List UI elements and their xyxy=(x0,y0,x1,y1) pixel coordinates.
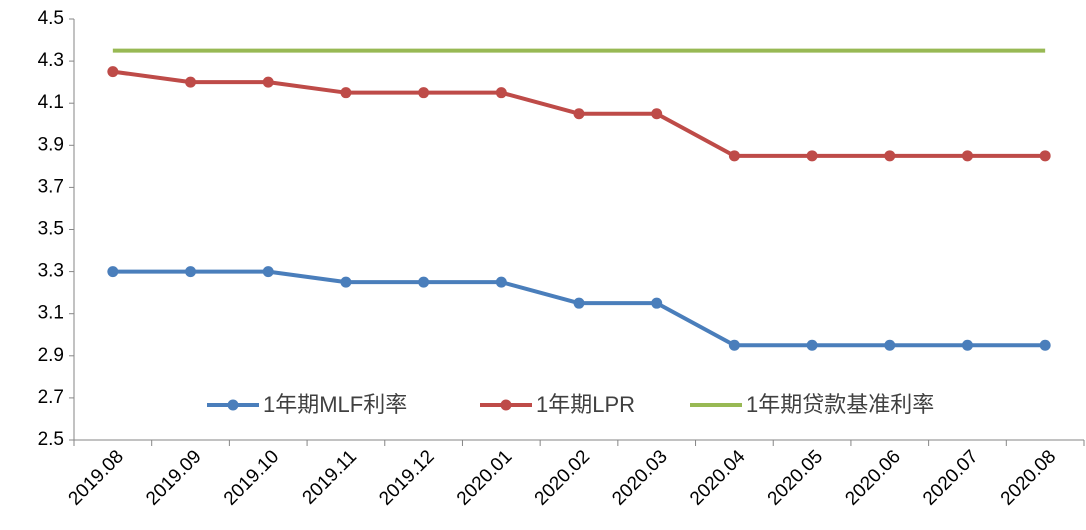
x-tick-label: 2019.11 xyxy=(299,446,361,508)
data-point xyxy=(418,87,430,99)
data-point xyxy=(185,266,197,278)
data-point xyxy=(728,339,740,351)
data-point xyxy=(961,150,973,162)
legend-label: 1年期MLF利率 xyxy=(263,392,407,417)
x-tick-label: 2020.05 xyxy=(764,446,827,509)
data-point xyxy=(961,339,973,351)
data-point xyxy=(495,276,507,288)
y-tick-label: 4.1 xyxy=(38,92,64,113)
x-tick-label: 2019.12 xyxy=(375,446,438,509)
legend-label: 1年期贷款基准利率 xyxy=(746,392,934,417)
data-point xyxy=(340,87,352,99)
x-tick-label: 2020.04 xyxy=(686,446,750,510)
y-tick-label: 2.5 xyxy=(38,429,64,450)
data-point xyxy=(806,339,818,351)
y-tick-label: 3.1 xyxy=(38,303,64,324)
data-point xyxy=(418,276,430,288)
y-tick-label: 2.9 xyxy=(38,345,64,366)
data-point xyxy=(185,76,197,88)
data-point xyxy=(107,266,119,278)
x-tick-label: 2020.06 xyxy=(841,446,904,509)
y-tick-label: 3.9 xyxy=(38,134,64,155)
x-tick-label: 2020.01 xyxy=(453,446,516,509)
y-tick-label: 3.7 xyxy=(38,176,64,197)
x-tick-label: 2020.08 xyxy=(997,446,1060,509)
data-point xyxy=(262,76,274,88)
data-point xyxy=(1039,150,1051,162)
data-point xyxy=(573,108,585,120)
data-point xyxy=(884,150,896,162)
data-point xyxy=(1039,339,1051,351)
x-tick-label: 2019.08 xyxy=(65,446,128,509)
data-point xyxy=(262,266,274,278)
y-tick-label: 4.3 xyxy=(38,50,64,71)
data-point xyxy=(573,297,585,309)
data-point xyxy=(107,66,119,78)
x-tick-label: 2019.10 xyxy=(220,446,283,509)
data-point xyxy=(651,108,663,120)
data-point xyxy=(728,150,740,162)
y-tick-label: 4.5 xyxy=(38,8,64,29)
x-tick-label: 2020.07 xyxy=(919,446,982,509)
data-point xyxy=(806,150,818,162)
data-point xyxy=(340,276,352,288)
legend-marker xyxy=(227,399,239,411)
y-tick-label: 3.3 xyxy=(38,261,64,282)
legend-label: 1年期LPR xyxy=(536,392,635,417)
y-tick-label: 2.7 xyxy=(38,387,64,408)
legend-marker xyxy=(500,399,512,411)
data-point xyxy=(884,339,896,351)
x-tick-label: 2019.09 xyxy=(142,446,205,509)
x-tick-label: 2020.02 xyxy=(531,446,594,509)
data-point xyxy=(651,297,663,309)
y-tick-label: 3.5 xyxy=(38,219,64,240)
data-point xyxy=(495,87,507,99)
x-tick-label: 2020.03 xyxy=(608,446,671,509)
